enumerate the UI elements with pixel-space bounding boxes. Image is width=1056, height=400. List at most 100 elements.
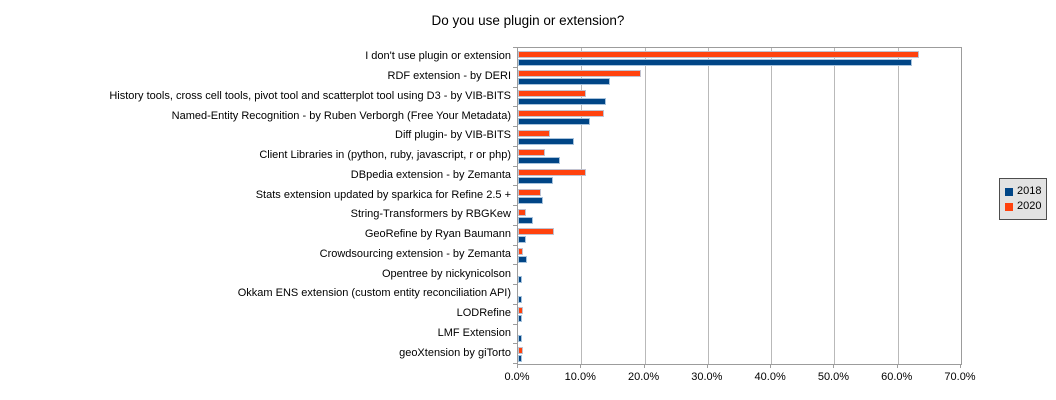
y-axis-tick (513, 165, 517, 167)
category-label: Named-Entity Recognition - by Ruben Verb… (171, 109, 511, 122)
bar-group (518, 226, 961, 246)
bar-group (518, 344, 961, 364)
legend-swatch-2018 (1005, 187, 1013, 196)
y-axis-tick (513, 205, 517, 206)
bar-group (518, 68, 961, 88)
bar-group (518, 265, 961, 285)
bar-2018 (518, 98, 606, 105)
x-axis-tick (706, 364, 708, 368)
bar-2018 (518, 177, 554, 184)
x-tick-label: 40.0% (754, 371, 786, 383)
y-axis-tick (513, 303, 517, 305)
bar-2018 (518, 78, 611, 86)
bar-group (518, 127, 961, 147)
y-axis-tick (513, 224, 517, 226)
bar-2018 (518, 335, 523, 342)
y-axis-tick (513, 47, 517, 48)
x-tick-label: 60.0% (881, 371, 913, 383)
y-axis-tick (513, 264, 517, 266)
y-axis-tick (513, 343, 517, 345)
bar-2020 (518, 90, 587, 97)
bar-2018 (518, 137, 575, 145)
y-axis-tick (513, 363, 517, 364)
bar-2020 (518, 109, 605, 117)
bar-2020 (518, 248, 524, 255)
bar-group (518, 325, 961, 345)
category-label: RDF extension - by DERI (387, 70, 511, 83)
category-label: History tools, cross cell tools, pivot t… (109, 89, 511, 102)
category-label: Opentree by nickynicolson (381, 267, 511, 280)
bar-group (518, 88, 961, 108)
bar-group (518, 147, 961, 167)
legend: 2018 2020 (999, 178, 1047, 220)
category-label: LMF Extension (437, 326, 511, 339)
category-label: Diff plugin- by VIB-BITS (395, 129, 511, 142)
legend-entry-2020: 2020 (1005, 201, 1046, 212)
bar-group (518, 305, 961, 325)
category-label: Okkam ENS extension (custom entity recon… (237, 287, 511, 300)
legend-entry-2018: 2018 (1005, 186, 1046, 197)
bar-2020 (518, 307, 524, 315)
x-tick-label: 30.0% (691, 371, 723, 383)
bar-2020 (518, 169, 587, 176)
x-tick-label: 0.0% (504, 371, 530, 383)
gridline (707, 48, 709, 364)
bar-2018 (518, 256, 528, 263)
x-tick-label: 20.0% (627, 371, 660, 383)
category-label: String-Transformers by RBGKew (350, 208, 511, 221)
x-axis-tick (960, 364, 961, 368)
y-axis-tick (513, 86, 517, 88)
bar-2018 (518, 295, 523, 303)
bar-group (518, 107, 961, 127)
bar-group (518, 246, 961, 266)
y-axis-tick (513, 185, 517, 187)
bar-2020 (518, 129, 550, 137)
y-axis-tick (513, 284, 517, 285)
x-axis-tick (770, 364, 772, 368)
bar-2020 (518, 149, 545, 157)
x-tick-label: 70.0% (944, 371, 976, 383)
category-label: Crowdsourcing extension - by Zemanta (319, 247, 511, 260)
x-axis-tick (833, 364, 835, 368)
bar-2018 (518, 236, 527, 244)
bar-group (518, 167, 961, 187)
y-axis-tick (513, 145, 517, 147)
x-axis-tick (896, 364, 898, 368)
y-axis-tick (513, 244, 517, 246)
bar-2018 (518, 216, 533, 224)
x-axis-tick (517, 364, 518, 368)
bar-group (518, 186, 961, 206)
y-axis-tick (513, 126, 517, 127)
bar-2020 (518, 70, 642, 78)
bar-group (518, 48, 961, 68)
legend-swatch-2020 (1005, 202, 1013, 211)
gridline (581, 48, 583, 364)
x-axis-tick (643, 364, 645, 368)
category-label: LODRefine (456, 307, 511, 320)
bar-2018 (518, 275, 523, 283)
legend-label-2020: 2020 (1017, 200, 1042, 212)
bar-2020 (518, 346, 524, 354)
y-axis-tick (513, 323, 517, 325)
gridline (834, 48, 836, 364)
category-label: GeoRefine by Ryan Baumann (364, 228, 511, 241)
plot-area (517, 47, 962, 365)
x-tick-label: 50.0% (817, 371, 850, 383)
bar-2018 (518, 196, 544, 204)
bar-2020 (518, 50, 920, 58)
gridline (644, 48, 646, 364)
bar-2018 (518, 117, 590, 125)
x-tick-label: 10.0% (564, 371, 596, 383)
y-axis-tick (513, 106, 517, 108)
bar-2020 (518, 188, 541, 196)
bar-2020 (518, 208, 526, 216)
gridline (771, 48, 773, 364)
legend-label-2018: 2018 (1017, 185, 1042, 197)
bar-2018 (518, 315, 523, 323)
bar-group (518, 285, 961, 305)
bar-2020 (518, 228, 555, 236)
chart-title: Do you use plugin or extension? (431, 13, 625, 28)
category-label: DBpedia extension - by Zemanta (350, 168, 511, 181)
category-label: I don't use plugin or extension (365, 50, 511, 63)
